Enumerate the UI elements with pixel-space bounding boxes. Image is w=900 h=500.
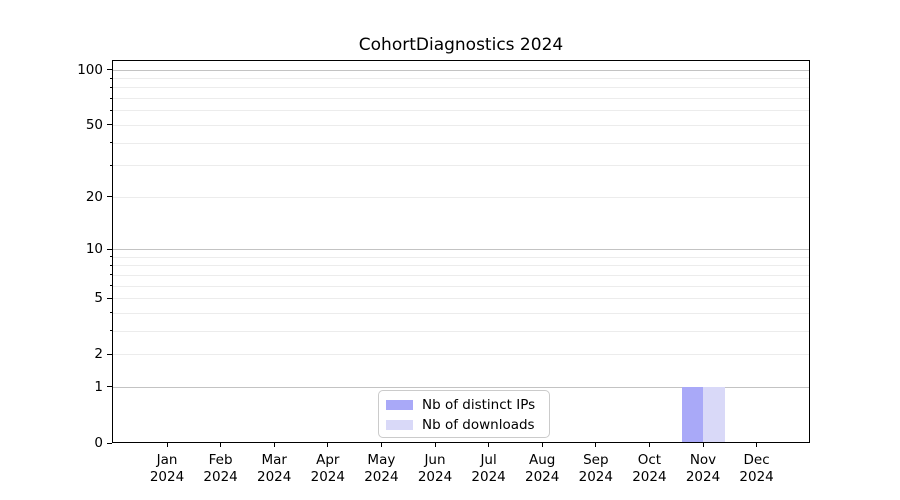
y-minor-tick: [109, 264, 112, 266]
gridline-major: [113, 69, 809, 71]
x-tick-label: Dec 2024: [739, 452, 774, 485]
gridline-minor: [113, 196, 809, 198]
x-tick: [220, 443, 222, 447]
bar-nov-2024-nb-of-distinct-ips: [681, 386, 703, 443]
y-tick: [107, 442, 112, 444]
y-tick-label: 1: [94, 378, 103, 395]
gridline-minor: [113, 265, 809, 267]
legend-label-distinct-ips: Nb of distinct IPs: [422, 397, 536, 413]
gridline-minor: [113, 110, 809, 112]
legend-label-downloads: Nb of downloads: [422, 417, 535, 433]
gridline-minor: [113, 330, 809, 332]
gridline-minor: [113, 285, 809, 287]
y-minor-tick: [109, 256, 112, 258]
legend: Nb of distinct IPs Nb of downloads: [378, 390, 550, 438]
gridline-minor: [113, 354, 809, 356]
y-tick: [107, 196, 112, 198]
x-tick: [756, 443, 758, 447]
x-tick-label: Aug 2024: [525, 452, 560, 485]
y-tick: [107, 69, 112, 71]
x-tick: [434, 443, 436, 447]
y-tick: [107, 353, 112, 355]
gridline-major: [113, 249, 809, 250]
y-tick: [107, 248, 112, 250]
y-minor-tick: [109, 97, 112, 99]
x-tick: [273, 443, 275, 447]
gridline-minor: [113, 256, 809, 258]
x-tick-label: Nov 2024: [685, 452, 721, 485]
x-tick-label: Mar 2024: [257, 452, 292, 485]
gridline-minor: [113, 124, 809, 126]
gridline-minor: [113, 165, 809, 167]
y-tick-label: 10: [85, 241, 103, 257]
y-minor-tick: [109, 164, 112, 166]
x-tick-label: Oct 2024: [632, 452, 667, 485]
bar-nov-2024-nb-of-downloads: [703, 386, 725, 443]
x-tick-label: Apr 2024: [310, 452, 345, 485]
x-tick: [327, 443, 329, 447]
legend-item-distinct-ips: Nb of distinct IPs: [379, 395, 549, 415]
x-tick: [166, 443, 168, 447]
y-minor-tick: [109, 77, 112, 79]
y-minor-tick: [109, 274, 112, 276]
gridline-minor: [113, 98, 809, 100]
gridline-major: [113, 386, 809, 388]
x-tick: [541, 443, 543, 447]
y-minor-tick: [109, 86, 112, 88]
y-tick-label: 20: [85, 188, 103, 205]
x-tick-label: Jun 2024: [417, 452, 453, 485]
legend-item-downloads: Nb of downloads: [379, 415, 549, 435]
gridline-minor: [113, 87, 809, 89]
y-tick-label: 0: [94, 435, 103, 451]
x-tick-label: Jan 2024: [149, 452, 185, 485]
y-minor-tick: [109, 330, 112, 332]
gridline-minor: [113, 312, 809, 314]
legend-swatch-distinct-ips: [386, 399, 413, 411]
x-tick: [380, 443, 382, 447]
y-tick: [107, 124, 112, 126]
gridline-minor: [113, 274, 809, 276]
x-tick: [702, 443, 704, 447]
x-tick-label: May 2024: [364, 452, 399, 485]
y-tick: [107, 386, 112, 388]
chart-title: CohortDiagnostics 2024: [358, 35, 564, 55]
x-tick-label: Sep 2024: [578, 452, 613, 485]
y-minor-tick: [109, 142, 112, 143]
gridline-minor: [113, 78, 809, 79]
y-minor-tick: [109, 285, 112, 287]
x-tick: [648, 443, 650, 447]
x-tick-label: Feb 2024: [203, 452, 238, 485]
y-tick-label: 2: [94, 346, 103, 363]
x-tick: [488, 443, 490, 447]
x-tick-label: Jul 2024: [471, 452, 506, 485]
y-tick: [107, 297, 112, 299]
y-tick-label: 100: [77, 61, 103, 78]
y-tick-label: 5: [94, 290, 103, 306]
x-tick: [595, 443, 597, 447]
gridline-minor: [113, 142, 809, 144]
y-minor-tick: [109, 109, 112, 111]
y-tick-label: 50: [85, 116, 103, 133]
gridline-minor: [113, 298, 809, 299]
y-minor-tick: [109, 312, 112, 314]
legend-swatch-downloads: [386, 419, 413, 431]
plot-area: [112, 60, 810, 443]
